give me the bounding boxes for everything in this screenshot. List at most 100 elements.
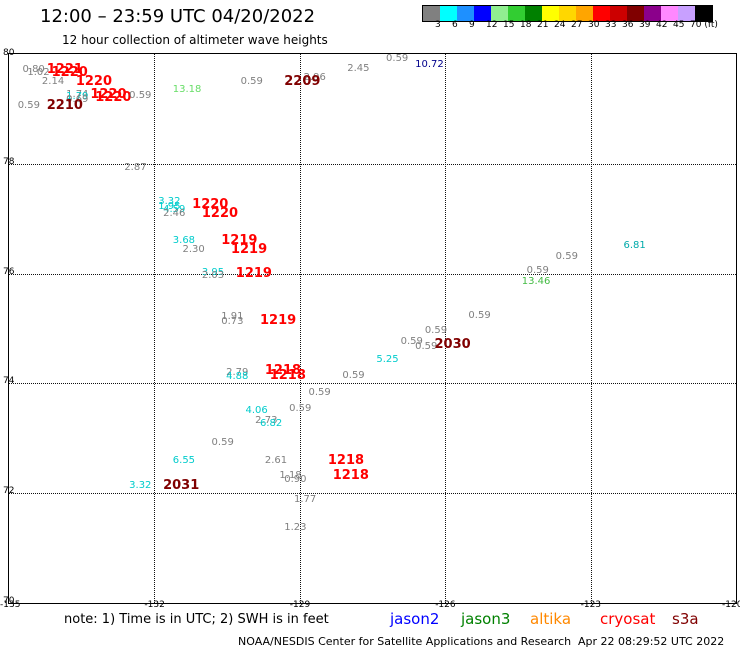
wave-height-label: 13.18 [172, 84, 202, 96]
observation-time-label: 1218 [332, 468, 369, 484]
footer-timestamp: Apr 22 08:29:52 UTC 2022 [578, 635, 725, 648]
color-swatch [542, 6, 559, 21]
wave-height-label: 4.59 [163, 204, 186, 215]
color-scale-tick: 12 [486, 20, 498, 30]
color-scale-tick: 24 [554, 20, 566, 30]
color-scale-tick: 70 (ft) [690, 20, 718, 30]
legend-jason2: jason2 [390, 610, 440, 628]
map-area [8, 53, 737, 604]
wave-height-label: 0.59 [17, 100, 40, 112]
map-subtitle: 12 hour collection of altimeter wave hei… [62, 33, 328, 47]
color-swatch [525, 6, 542, 21]
wave-height-label: 13.46 [521, 275, 551, 287]
wave-height-label: 2.79 [226, 366, 249, 378]
observation-time-label: 1219 [235, 266, 272, 282]
wave-height-label: 2.61 [264, 455, 288, 467]
latitude-gridline [9, 273, 736, 275]
wave-height-label: 1.79 [66, 91, 89, 103]
wave-height-label: 0.59 [468, 309, 491, 321]
observation-time-label: 1218 [269, 367, 306, 383]
wave-height-label: 2.46 [163, 207, 186, 219]
observation-time-label: 1220 [75, 74, 113, 90]
color-scale-tick: 33 [605, 20, 617, 30]
latitude-label: 72 [3, 486, 15, 497]
wave-height-label: 2.14 [41, 76, 65, 88]
wave-height-label: 0.59 [424, 325, 448, 337]
color-swatch [491, 6, 508, 21]
observation-time-label: 1218 [327, 452, 365, 468]
longitude-gridline [299, 54, 301, 603]
color-scale-tick: 21 [537, 20, 549, 30]
longitude-label: -120 [722, 600, 740, 610]
legend-s3a: s3a [672, 610, 699, 628]
wave-height-label: 2.45 [347, 63, 370, 75]
wave-height-label: 0.59 [240, 75, 263, 87]
latitude-label: 80 [3, 48, 15, 58]
wave-height-label: 2.96 [303, 71, 326, 83]
wave-height-label: 1.74 [66, 89, 89, 101]
footer-credit: NOAA/NESDIS Center for Satellite Applica… [238, 635, 572, 648]
color-scale-tick: 30 [588, 20, 600, 30]
observation-time-label: 1221 [46, 62, 83, 78]
color-scale [422, 5, 713, 22]
wave-height-label: 1.18 [279, 470, 302, 482]
observation-time-label: 1218 [264, 363, 302, 379]
color-swatch [610, 6, 627, 21]
observation-time-label: 2209 [284, 73, 321, 89]
latitude-label: 74 [3, 376, 15, 387]
wave-height-label: 3.95 [201, 267, 225, 279]
coastline [9, 54, 736, 603]
latitude-gridline [9, 493, 736, 495]
wave-height-label: 0.59 [415, 340, 438, 352]
wave-height-label: 2.03 [201, 270, 225, 282]
footer-note: note: 1) Time is in UTC; 2) SWH is in fe… [64, 612, 329, 627]
color-swatch [695, 6, 712, 21]
color-swatch [627, 6, 644, 21]
latitude-gridline [9, 383, 736, 385]
color-scale-tick: 18 [520, 20, 532, 30]
observation-time-label: 1220 [51, 65, 88, 81]
observation-time-label: 2210 [46, 98, 83, 114]
wave-height-label: 4.06 [245, 404, 268, 416]
wave-height-label: 1.91 [221, 310, 244, 322]
latitude-label: 78 [3, 156, 15, 167]
longitude-label: -129 [289, 600, 311, 610]
wave-height-label: 6.55 [172, 455, 196, 467]
color-swatch [474, 6, 491, 21]
wave-height-label: 4.88 [226, 371, 249, 383]
color-swatch [576, 6, 593, 21]
color-scale-tick: 15 [503, 20, 515, 30]
color-scale-tick: 39 [639, 20, 651, 30]
observation-time-label: 1219 [230, 242, 268, 258]
color-swatch [457, 6, 474, 21]
wave-height-label: 2.73 [255, 415, 278, 427]
wave-height-label: 0.59 [289, 402, 312, 414]
legend-jason3: jason3 [461, 610, 511, 628]
color-scale-tick: 27 [571, 20, 583, 30]
wave-height-label: 2.30 [182, 244, 205, 256]
color-scale-tick: 45 [673, 20, 685, 30]
color-scale-tick: 6 [452, 20, 458, 30]
longitude-label: -126 [435, 600, 456, 610]
wave-height-label: 0.59 [400, 336, 423, 348]
latitude-label: 70 [3, 596, 15, 606]
color-scale-tick: 42 [656, 20, 668, 30]
observation-time-label: 2030 [434, 337, 471, 353]
latitude-label: 76 [3, 266, 15, 277]
wave-height-label: 1.23 [284, 522, 307, 534]
color-swatch [661, 6, 678, 21]
color-swatch [423, 6, 440, 21]
color-scale-tick: 3 [435, 20, 441, 30]
longitude-label: -135 [0, 600, 21, 610]
longitude-gridline [154, 54, 156, 603]
wave-height-label: 1.77 [293, 493, 317, 505]
color-swatch [559, 6, 576, 21]
longitude-label: -132 [144, 600, 165, 610]
wave-height-label: 0.73 [221, 316, 244, 327]
wave-height-label: 3.68 [172, 234, 196, 246]
wave-height-label: 3.32 [158, 196, 181, 208]
color-scale-tick: 9 [469, 20, 475, 30]
wave-height-label: 3.32 [129, 479, 152, 491]
wave-height-label: 6.82 [260, 418, 283, 430]
